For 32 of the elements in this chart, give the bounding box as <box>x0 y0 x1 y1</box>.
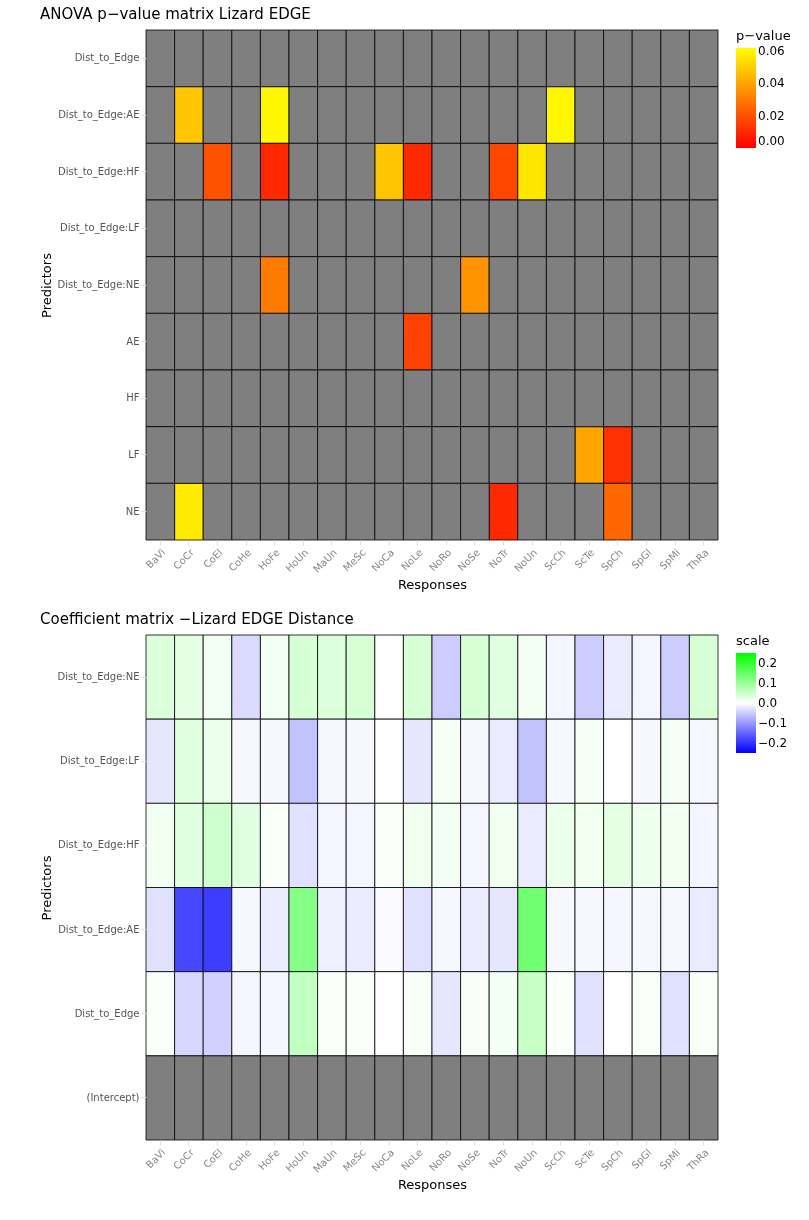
y-tick-label: Dist_to_Edge <box>74 1007 140 1020</box>
color-bar-label: 0.00 <box>758 134 785 148</box>
legend-title: p−value <box>736 28 791 43</box>
y-tick-label: Dist_to_Edge:LF <box>59 755 140 768</box>
y-tick-label: Dist_to_Edge:NE <box>57 671 140 684</box>
y-tick-label: Dist_to_Edge:NE <box>57 279 140 291</box>
y-tick-label: (Intercept) <box>86 1091 140 1103</box>
x-axis-title: Responses <box>397 576 468 592</box>
y-tick-label: Dist_to_Edge <box>74 52 140 65</box>
x-axis-title: Responses <box>397 1176 468 1192</box>
y-tick-label: AE <box>126 335 140 347</box>
y-axis-title: Predictors <box>38 252 54 318</box>
legend-title: scale <box>736 633 770 648</box>
y-tick-label: NE <box>125 505 140 517</box>
color-bar-label: −0.1 <box>758 716 788 730</box>
y-tick-label: Dist_to_Edge:HF <box>58 165 140 178</box>
color-bar-label: 0.2 <box>758 656 778 670</box>
color-bar-label: 0.0 <box>758 696 778 710</box>
y-tick-label: Dist_to_Edge:HF <box>58 839 140 852</box>
y-tick-label: Dist_to_Edge:LF <box>59 222 140 235</box>
color-bar-label: −0.2 <box>758 736 788 750</box>
y-tick-label: HF <box>126 392 140 404</box>
color-bar-label: 0.06 <box>758 44 785 59</box>
color-bar-label: 0.1 <box>758 676 778 690</box>
chart-title: Coefficient matrix −Lizard EDGE Distance <box>40 609 354 628</box>
color-bar-label: 0.02 <box>758 108 785 123</box>
y-tick-label: LF <box>128 449 140 460</box>
y-tick-label: Dist_to_Edge:AE <box>58 923 140 936</box>
y-axis-title: Predictors <box>38 855 54 921</box>
color-bar-label: 0.04 <box>758 76 785 91</box>
chart-title: ANOVA p−value matrix Lizard EDGE <box>40 4 311 23</box>
y-tick-label: Dist_to_Edge:AE <box>58 109 140 121</box>
